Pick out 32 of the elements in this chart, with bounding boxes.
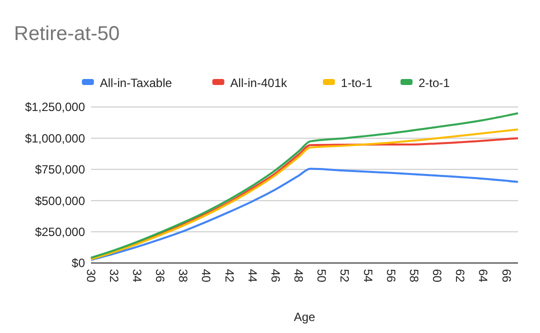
- x-tick-label: 38: [176, 269, 190, 283]
- y-tick-label: $0: [72, 256, 86, 270]
- x-tick-label: 64: [476, 269, 490, 283]
- x-axis-title: Age: [294, 310, 316, 324]
- x-tick-label: 50: [314, 269, 329, 283]
- x-tick-label: 62: [453, 269, 468, 283]
- x-tick-label: 56: [384, 269, 398, 283]
- x-tick-label: 30: [84, 269, 98, 283]
- legend-label: All-in-401k: [230, 76, 288, 90]
- legend-label: All-in-Taxable: [100, 76, 172, 90]
- x-tick-label: 34: [130, 269, 144, 283]
- x-tick-label: 52: [338, 269, 352, 283]
- y-tick-label: $250,000: [34, 225, 86, 239]
- x-tick-label: 54: [360, 269, 375, 283]
- legend-label: 2-to-1: [418, 76, 450, 90]
- chart-title: Retire-at-50: [14, 23, 120, 45]
- x-tick-label: 60: [430, 269, 444, 283]
- x-tick-label: 44: [245, 269, 260, 283]
- y-tick-label: $500,000: [34, 194, 86, 208]
- x-tick-label: 40: [199, 269, 214, 283]
- y-tick-label: $1,000,000: [24, 131, 86, 146]
- x-tick-label: 46: [268, 269, 282, 283]
- legend-label: 1-to-1: [340, 76, 373, 90]
- x-tick-label: 42: [222, 269, 236, 283]
- line-series: [90, 168, 519, 261]
- x-tick-label: 58: [406, 269, 421, 283]
- y-tick-label: $1,250,000: [24, 100, 86, 114]
- y-tick-label: $750,000: [34, 162, 86, 177]
- x-tick-label: 48: [292, 269, 306, 283]
- x-tick-label: 66: [499, 269, 514, 283]
- x-tick-label: 36: [153, 269, 168, 283]
- x-tick-label: 32: [106, 269, 121, 283]
